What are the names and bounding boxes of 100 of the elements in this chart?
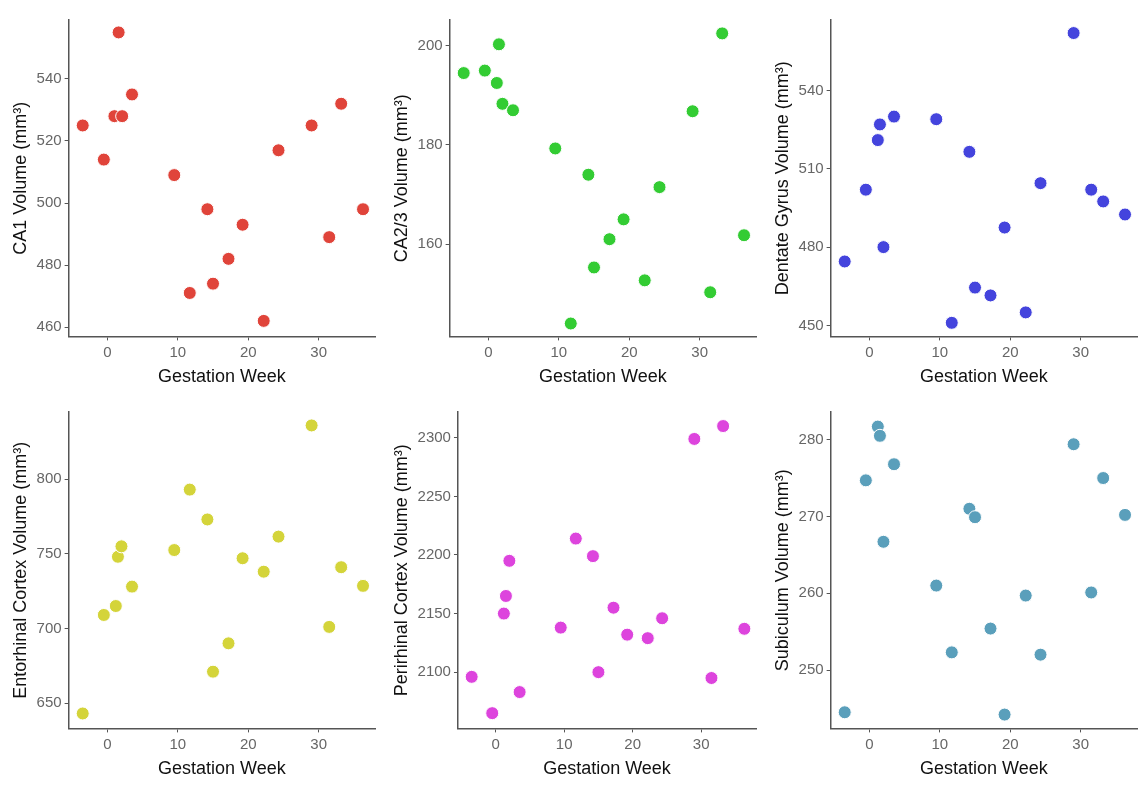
x-axis-title: Gestation Week	[919, 366, 1049, 387]
x-tick-label: 20	[620, 342, 638, 360]
point	[206, 664, 221, 679]
point	[182, 482, 197, 497]
x-tick-label: 10	[555, 734, 573, 752]
point	[182, 285, 197, 300]
point	[737, 621, 752, 636]
x-tick-label: 10	[169, 342, 187, 360]
point	[962, 144, 977, 159]
y-axis-title: Perirhinal Cortex Volume (mm³)	[390, 444, 411, 697]
point	[983, 288, 998, 303]
point	[548, 141, 563, 156]
point	[1096, 194, 1111, 209]
y-tick-label: 200	[417, 35, 443, 53]
x-tick-label: 20	[1001, 734, 1019, 752]
point	[553, 620, 568, 635]
point	[640, 631, 655, 646]
point	[602, 232, 617, 247]
point	[235, 217, 250, 232]
point	[876, 534, 891, 549]
point	[983, 621, 998, 636]
x-tick-label: 30	[1072, 734, 1089, 752]
x-tick-label: 10	[931, 734, 949, 752]
point	[563, 316, 578, 331]
point	[110, 549, 125, 564]
point	[271, 529, 286, 544]
point	[585, 549, 600, 564]
point	[872, 117, 887, 132]
y-axis-title: Entorhinal Cortex Volume (mm³)	[9, 441, 30, 699]
y-tick-label: 260	[798, 583, 824, 601]
point	[637, 273, 652, 288]
point	[125, 87, 140, 102]
point	[322, 230, 337, 245]
y-tick-label: 460	[36, 317, 62, 335]
y-tick-label: 480	[36, 255, 62, 273]
point	[1033, 176, 1048, 191]
point	[506, 103, 521, 118]
point	[968, 510, 983, 525]
point	[1018, 305, 1033, 320]
point	[512, 685, 527, 700]
point	[703, 285, 718, 300]
x-axis-title: Gestation Week	[543, 758, 672, 779]
point	[167, 543, 182, 558]
y-tick-label: 520	[36, 131, 62, 149]
point	[687, 431, 702, 446]
x-tick-label: 0	[865, 734, 874, 752]
point	[1066, 437, 1081, 452]
point	[1084, 182, 1099, 197]
point	[685, 104, 700, 119]
point	[655, 611, 670, 626]
point	[498, 588, 513, 603]
x-tick-label: 20	[239, 734, 257, 752]
y-tick-label: 2250	[417, 486, 451, 504]
y-axis-title: CA2/3 Volume (mm³)	[390, 94, 411, 263]
y-tick-label: 700	[36, 618, 62, 636]
point	[858, 473, 873, 488]
point	[502, 553, 517, 568]
point	[1084, 585, 1099, 600]
point	[876, 240, 891, 255]
y-tick-label: 480	[798, 237, 824, 255]
y-tick-label: 540	[36, 69, 62, 87]
point	[837, 705, 852, 720]
point	[929, 578, 944, 593]
point	[235, 551, 250, 566]
x-tick-label: 30	[692, 734, 710, 752]
x-tick-label: 30	[310, 342, 327, 360]
y-tick-label: 800	[36, 469, 62, 487]
point	[356, 202, 371, 217]
y-tick-label: 270	[798, 506, 824, 524]
point	[704, 671, 719, 686]
point	[96, 607, 111, 622]
x-tick-label: 0	[491, 734, 500, 752]
y-axis-title: Subiculum Volume (mm³)	[771, 469, 792, 672]
y-tick-label: 180	[417, 135, 443, 153]
point	[221, 251, 236, 266]
point	[221, 636, 236, 651]
point	[206, 276, 221, 291]
point	[75, 118, 90, 133]
point	[322, 619, 337, 634]
point	[581, 167, 596, 182]
point	[108, 599, 123, 614]
point	[485, 706, 500, 721]
x-tick-label: 0	[484, 342, 493, 360]
point	[496, 606, 511, 621]
x-tick-label: 20	[1001, 342, 1019, 360]
point	[334, 560, 349, 575]
point	[456, 66, 471, 81]
x-tick-label: 10	[931, 342, 949, 360]
point	[271, 143, 286, 158]
y-tick-label: 2150	[417, 603, 451, 621]
x-tick-label: 20	[624, 734, 642, 752]
point	[591, 665, 606, 680]
x-axis-title: Gestation Week	[919, 758, 1049, 779]
point	[944, 315, 959, 330]
point	[1066, 26, 1081, 41]
x-axis-title: Gestation Week	[157, 758, 287, 779]
y-tick-label: 2200	[417, 545, 451, 563]
y-tick-label: 540	[798, 80, 824, 98]
point	[96, 152, 111, 167]
point	[997, 707, 1012, 722]
